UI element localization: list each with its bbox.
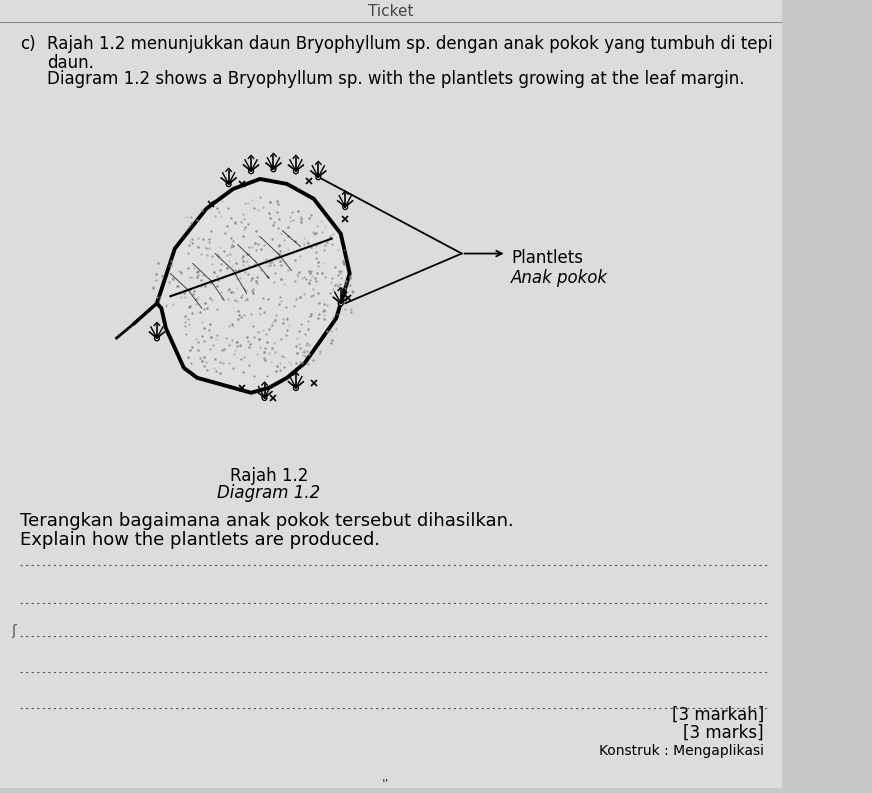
Text: Rajah 1.2 menunjukkan daun Bryophyllum sp. dengan anak pokok yang tumbuh di tepi: Rajah 1.2 menunjukkan daun Bryophyllum s… xyxy=(46,35,773,53)
Text: Diagram 1.2 shows a Bryophyllum sp. with the plantlets growing at the leaf margi: Diagram 1.2 shows a Bryophyllum sp. with… xyxy=(46,70,744,87)
Circle shape xyxy=(316,174,321,180)
Text: Anak pokok: Anak pokok xyxy=(511,270,608,287)
Circle shape xyxy=(294,385,298,390)
Polygon shape xyxy=(157,179,350,393)
Text: ʃ: ʃ xyxy=(10,624,16,638)
Text: Rajah 1.2: Rajah 1.2 xyxy=(230,467,308,485)
Text: Ticket: Ticket xyxy=(368,4,413,19)
Circle shape xyxy=(294,168,298,174)
Circle shape xyxy=(262,395,267,400)
Text: Terangkan bagaimana anak pokok tersebut dihasilkan.: Terangkan bagaimana anak pokok tersebut … xyxy=(20,512,514,530)
Circle shape xyxy=(154,335,160,341)
Circle shape xyxy=(338,301,344,306)
Circle shape xyxy=(249,168,254,174)
Text: Plantlets: Plantlets xyxy=(511,248,583,266)
Text: [3 markah]: [3 markah] xyxy=(671,706,764,724)
Circle shape xyxy=(343,204,348,209)
Text: [3 marks]: [3 marks] xyxy=(684,724,764,741)
Text: c): c) xyxy=(20,35,36,53)
Text: '’: '’ xyxy=(382,777,389,791)
Text: Diagram 1.2: Diagram 1.2 xyxy=(217,485,321,502)
Text: Konstruk : Mengaplikasi: Konstruk : Mengaplikasi xyxy=(599,744,764,758)
Text: daun.: daun. xyxy=(46,54,93,71)
Circle shape xyxy=(226,182,231,186)
Text: Explain how the plantlets are produced.: Explain how the plantlets are produced. xyxy=(20,531,380,549)
Circle shape xyxy=(271,167,276,172)
